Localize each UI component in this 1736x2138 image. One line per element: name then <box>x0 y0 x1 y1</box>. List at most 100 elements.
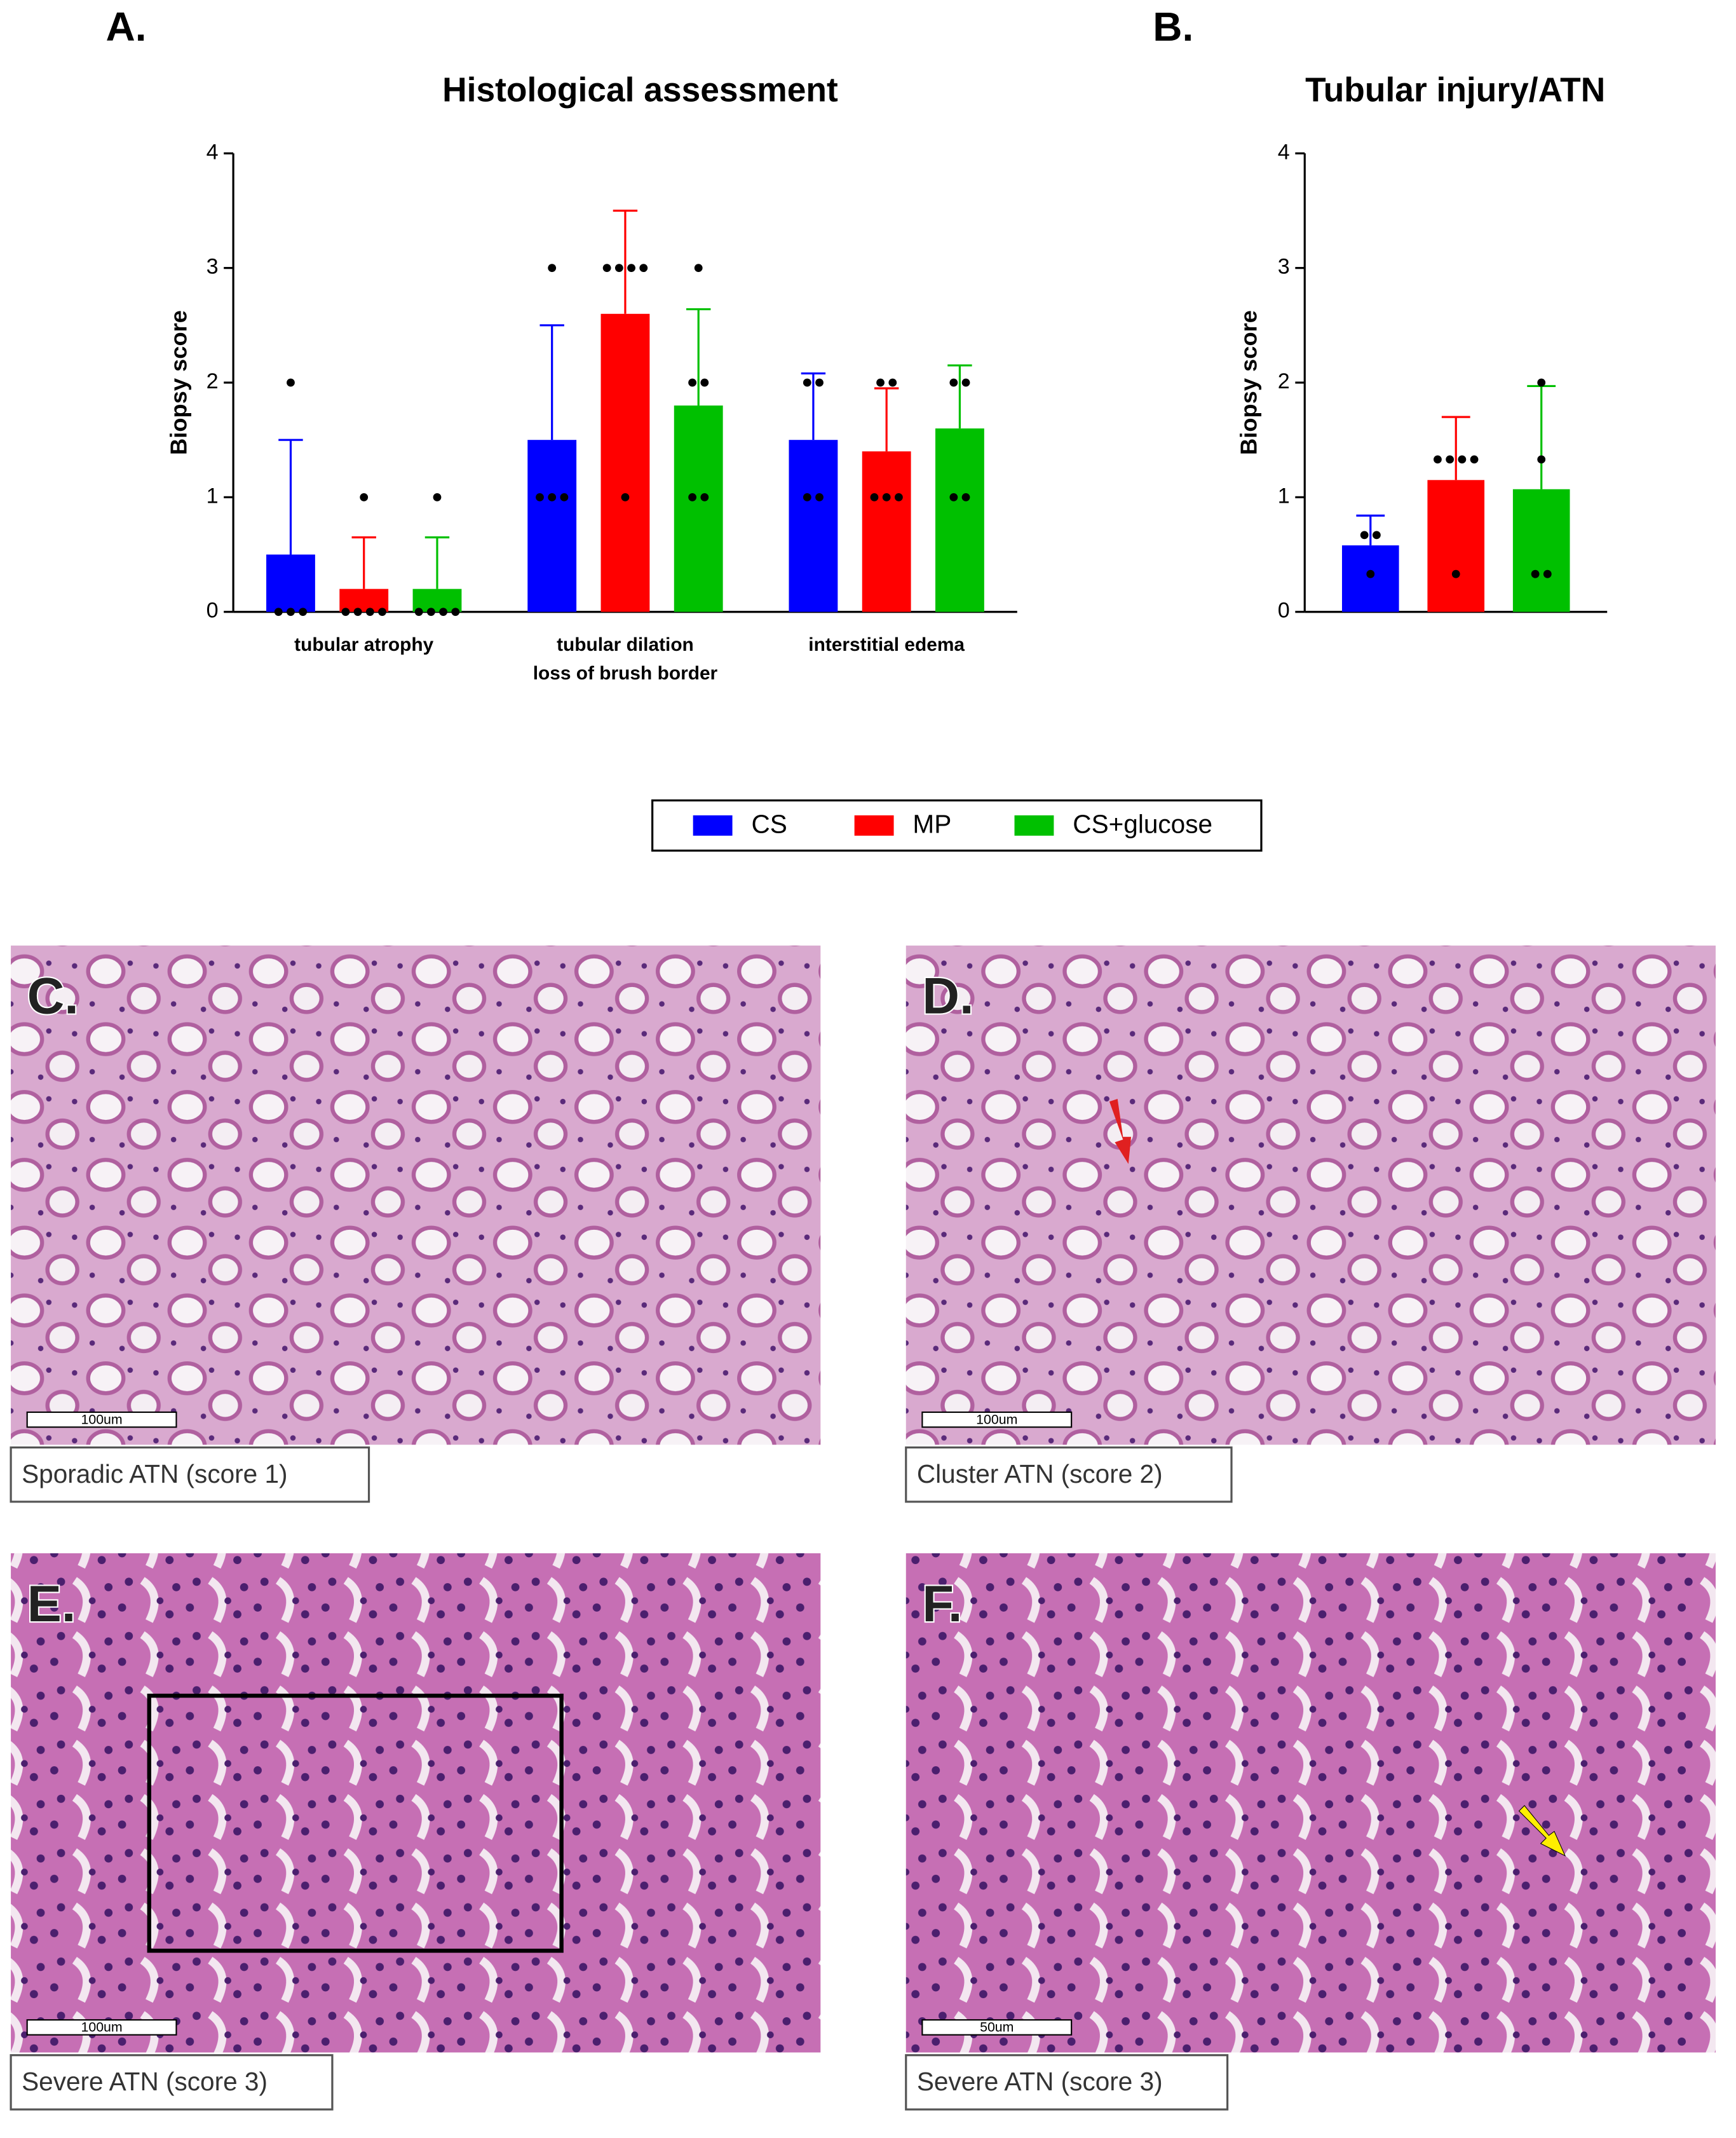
arrow <box>1518 1805 1566 1857</box>
data-point <box>536 493 544 501</box>
caption: Sporadic ATN (score 1) <box>22 1459 287 1488</box>
legend-box <box>651 799 1263 852</box>
data-point <box>414 608 423 616</box>
data-point <box>1543 569 1552 578</box>
data-point <box>694 264 703 273</box>
caption: Severe ATN (score 3) <box>22 2067 268 2096</box>
data-point <box>614 264 623 273</box>
micrograph <box>11 945 821 1445</box>
data-point <box>548 264 557 273</box>
data-point <box>1372 531 1381 540</box>
data-point <box>287 378 295 387</box>
data-point <box>560 493 569 501</box>
data-point <box>949 378 958 387</box>
y-axis-label: Biopsy score <box>1235 310 1261 455</box>
legend-swatch <box>854 815 894 836</box>
data-point <box>949 493 958 501</box>
panel-label: C. <box>27 968 79 1025</box>
data-point <box>627 264 635 273</box>
data-point <box>353 608 362 616</box>
bar <box>1341 545 1399 612</box>
y-tick-label: 2 <box>1278 369 1290 393</box>
y-tick-label: 0 <box>207 599 219 623</box>
micrograph <box>11 1553 821 2053</box>
image-panels: C. 100um Sporadic ATN (score 1) D. 100um Clus… <box>10 945 1716 2111</box>
x-tick-label: tubular atrophy <box>294 634 433 655</box>
caption-box <box>10 1446 370 1503</box>
legend-label: CS+glucose <box>1073 810 1212 839</box>
data-point <box>894 493 903 501</box>
panel-label: E. <box>27 1576 76 1633</box>
bar <box>412 589 462 612</box>
bar <box>266 554 315 612</box>
data-point <box>360 493 369 501</box>
data-point <box>870 493 879 501</box>
y-tick-label: 2 <box>207 369 219 393</box>
data-point <box>602 264 611 273</box>
data-point <box>1537 455 1546 464</box>
data-point <box>1537 378 1546 387</box>
y-tick-label: 4 <box>207 140 219 164</box>
y-axis-label: Biopsy score <box>165 310 191 455</box>
data-point <box>803 493 811 501</box>
scale-bar-label: 100um <box>81 1412 122 1427</box>
data-point <box>426 608 435 616</box>
data-point <box>621 493 630 501</box>
zoom-box <box>147 1693 564 1953</box>
bar <box>862 451 911 612</box>
data-point <box>299 608 308 616</box>
panel-label: B. <box>1153 4 1193 50</box>
data-point <box>815 378 824 387</box>
scale-bar <box>26 1411 177 1428</box>
legend-swatch <box>693 815 733 836</box>
data-point <box>1446 455 1455 464</box>
data-point <box>1470 455 1479 464</box>
x-tick-label: interstitial edema <box>808 634 965 655</box>
data-point <box>433 493 442 501</box>
data-point <box>365 608 374 616</box>
legend-label: MP <box>912 810 951 839</box>
y-tick-label: 1 <box>1278 484 1290 508</box>
data-point <box>1366 569 1375 578</box>
chart-title: Tubular injury/ATN <box>1305 71 1605 109</box>
scale-bar-label: 100um <box>976 1412 1017 1427</box>
bar <box>527 440 577 612</box>
bar <box>674 405 723 612</box>
scale-bar <box>921 2019 1073 2036</box>
bar <box>789 440 838 612</box>
micrograph <box>905 945 1716 1445</box>
data-point <box>1531 569 1540 578</box>
data-point <box>803 378 811 387</box>
y-tick-label: 3 <box>1278 255 1290 279</box>
y-tick-label: 3 <box>207 255 219 279</box>
data-point <box>876 378 885 387</box>
bar <box>1427 480 1485 612</box>
legend-label: CS <box>751 810 787 839</box>
data-point <box>451 608 460 616</box>
data-point <box>1360 531 1369 540</box>
scale-bar <box>921 1411 1073 1428</box>
scale-bar-label: 50um <box>980 2020 1014 2035</box>
data-point <box>882 493 891 501</box>
data-point <box>688 493 697 501</box>
data-point <box>341 608 350 616</box>
scale-bar <box>26 2019 177 2036</box>
data-point <box>378 608 386 616</box>
caption: Cluster ATN (score 2) <box>917 1459 1163 1488</box>
caption-box <box>10 2054 334 2111</box>
data-point <box>688 378 697 387</box>
x-tick-label: loss of brush border <box>533 663 718 684</box>
data-point <box>1458 455 1467 464</box>
bar <box>339 589 389 612</box>
y-tick-label: 4 <box>1278 140 1290 164</box>
bar <box>935 428 984 612</box>
data-point <box>815 493 824 501</box>
data-point <box>548 493 557 501</box>
data-point <box>961 493 970 501</box>
data-point <box>639 264 648 273</box>
scale-bar-label: 100um <box>81 2020 122 2035</box>
data-point <box>439 608 447 616</box>
legend-swatch <box>1014 815 1054 836</box>
panel-label: F. <box>922 1576 962 1633</box>
bar <box>1512 489 1570 612</box>
